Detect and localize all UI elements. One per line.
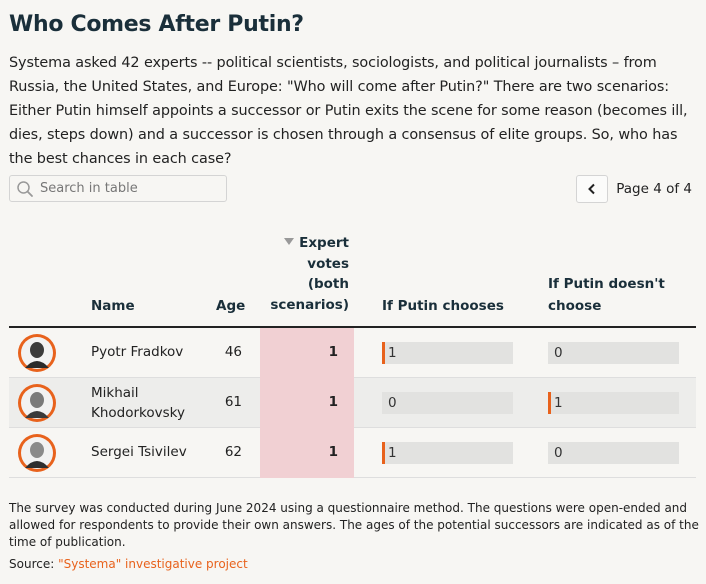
expert-votes: 1 bbox=[328, 344, 338, 360]
votes-header-line: Expert bbox=[299, 235, 349, 251]
source-line: Source: "Systema" investigative project bbox=[9, 557, 248, 571]
not-choose-value: 0 bbox=[554, 345, 563, 361]
votes-header-line: scenarios) bbox=[270, 296, 349, 313]
chooses-bar: 1 bbox=[382, 342, 513, 364]
expert-votes: 1 bbox=[328, 394, 338, 410]
column-header-age[interactable]: Age bbox=[216, 298, 246, 314]
avatar bbox=[18, 434, 56, 472]
not-choose-value: 0 bbox=[554, 445, 563, 461]
not-choose-bar: 0 bbox=[548, 342, 679, 364]
expert-votes: 1 bbox=[328, 444, 338, 460]
chooses-bar: 1 bbox=[382, 442, 513, 464]
search-icon bbox=[17, 180, 33, 197]
page-title: Who Comes After Putin? bbox=[9, 12, 304, 37]
votes-column-highlight bbox=[260, 328, 354, 478]
pagination: Page 4 of 4 bbox=[576, 174, 692, 203]
search-input[interactable] bbox=[40, 181, 220, 196]
header-divider bbox=[9, 326, 696, 328]
intro-paragraph: Systema asked 42 experts -- political sc… bbox=[9, 55, 688, 167]
column-header-votes[interactable]: Expert votes (both scenarios) bbox=[256, 233, 349, 315]
table-row: Sergei Tsivilev 62 bbox=[9, 428, 696, 478]
successor-age: 61 bbox=[224, 394, 242, 410]
avatar bbox=[18, 334, 56, 372]
not-choose-header-line: If Putin doesn't bbox=[548, 276, 665, 292]
column-header-if-putin-chooses[interactable]: If Putin chooses bbox=[382, 298, 504, 314]
successor-age: 62 bbox=[224, 444, 242, 460]
successor-name: Pyotr Fradkov bbox=[91, 344, 184, 360]
column-header-name[interactable]: Name bbox=[91, 298, 135, 314]
successor-age: 46 bbox=[224, 344, 242, 360]
chooses-value: 1 bbox=[388, 345, 397, 361]
not-choose-value: 1 bbox=[554, 395, 563, 411]
not-choose-header-line: choose bbox=[548, 298, 602, 314]
avatar bbox=[18, 384, 56, 422]
not-choose-bar: 0 bbox=[548, 442, 679, 464]
page-indicator: Page 4 of 4 bbox=[616, 180, 692, 197]
source-link[interactable]: "Systema" investigative project bbox=[58, 557, 248, 571]
votes-header-line: votes bbox=[307, 255, 349, 272]
chooses-value: 1 bbox=[388, 445, 397, 461]
successor-name: Sergei Tsivilev bbox=[91, 444, 187, 460]
chooses-value: 0 bbox=[388, 395, 397, 411]
not-choose-bar: 1 bbox=[548, 392, 679, 414]
column-header-if-putin-doesnt-choose[interactable]: If Putin doesn't choose bbox=[548, 273, 665, 317]
footer-note: The survey was conducted during June 202… bbox=[9, 501, 699, 549]
search-box[interactable] bbox=[9, 175, 227, 202]
chevron-left-icon bbox=[588, 183, 595, 194]
source-label: Source: bbox=[9, 557, 59, 571]
votes-header-line: (both bbox=[307, 276, 349, 292]
successor-name: Mikhail Khodorkovsky bbox=[91, 385, 185, 421]
chooses-bar: 0 bbox=[382, 392, 513, 414]
sort-descending-icon bbox=[284, 238, 295, 245]
previous-page-button[interactable] bbox=[576, 174, 609, 203]
